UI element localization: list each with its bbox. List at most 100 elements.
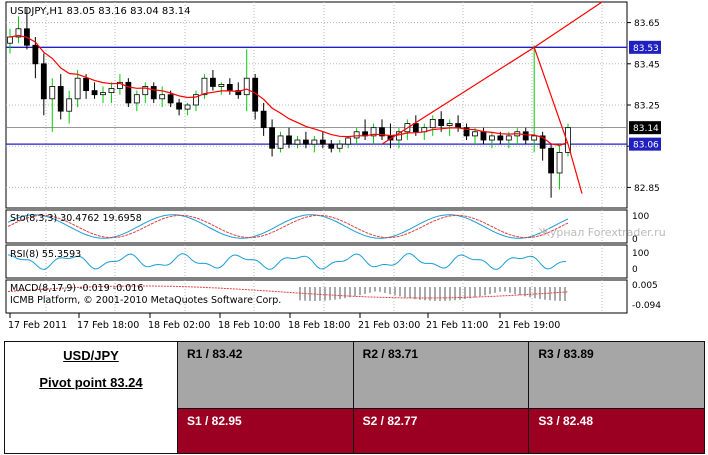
candle-body — [193, 94, 199, 106]
candle-body — [319, 139, 326, 145]
watermark: Журнал Forextrader.ru — [538, 226, 666, 239]
candle — [66, 90, 73, 124]
price-level-labels: 83.53 83.14 83.06 — [629, 40, 661, 151]
chart-symbol-line: USDJPY,H1 83.05 83.16 83.04 83.14 — [10, 6, 191, 17]
candle-body — [235, 90, 242, 96]
s3-label: S3 / 82.48 — [538, 414, 594, 428]
candle — [83, 74, 89, 99]
candle-body — [210, 77, 216, 87]
rsi-tick-bottom: 0 — [632, 265, 638, 275]
macd-label: MACD(8,17,9) -0.019 -0.016 — [10, 283, 143, 294]
candle-body — [176, 102, 182, 110]
candle-body — [497, 135, 504, 141]
candle-body — [548, 147, 554, 174]
candle-body — [472, 131, 478, 137]
time-tick-label: 21 Feb 11:00 — [426, 320, 488, 331]
candle — [345, 135, 352, 149]
candle-body — [522, 131, 529, 141]
price-level-tag-text: 83.53 — [633, 44, 659, 54]
support-cell-s2: S2 / 82.77 — [352, 408, 530, 454]
candle — [184, 102, 191, 116]
candle-body — [311, 139, 318, 145]
moving-average-line — [9, 34, 569, 147]
candle-body — [142, 86, 149, 96]
candle-body — [531, 135, 538, 141]
stoch-tick-top: 100 — [632, 212, 649, 222]
candle — [379, 119, 385, 141]
candle — [548, 144, 554, 198]
candle-body — [286, 135, 292, 145]
trend-line — [533, 47, 583, 194]
candle-body — [345, 137, 352, 145]
candle-body — [32, 44, 39, 65]
stochastic-signal-line — [7, 214, 569, 239]
candle — [142, 82, 149, 103]
candle-body — [108, 88, 115, 94]
candle — [133, 90, 140, 112]
candle-body — [184, 104, 191, 110]
candle — [150, 82, 157, 103]
time-tick-label: 18 Feb 02:00 — [148, 320, 210, 331]
stochastic-main-line — [7, 214, 569, 239]
candle — [91, 82, 98, 99]
candle — [235, 82, 242, 99]
candle-body — [100, 92, 106, 96]
time-tick-label: 18 Feb 18:00 — [288, 320, 350, 331]
macd-pane[interactable] — [5, 279, 628, 314]
candle-body — [489, 135, 495, 141]
resistance-cell-r2: R2 / 83.71 — [352, 341, 530, 409]
candle-body — [505, 135, 512, 141]
pivot-point-label: Pivot point 83.24 — [39, 375, 143, 390]
price-level-tag: 83.53 — [629, 40, 661, 54]
candle-body — [201, 77, 208, 96]
candle — [336, 140, 343, 153]
r2-label: R2 / 83.71 — [362, 347, 419, 361]
candle-body — [226, 84, 233, 91]
r1-label: R1 / 83.42 — [187, 347, 243, 361]
price-tick-label: 83.25 — [634, 102, 660, 112]
candle-body — [396, 131, 402, 141]
rsi-pane[interactable] — [5, 244, 628, 279]
platform-note: ICMB Platform, © 2001-2010 MetaQuotes So… — [10, 295, 281, 306]
candle — [57, 74, 64, 120]
price-chart[interactable]: USDJPY,H1 83.05 83.16 83.04 83.14 Sto(8,… — [0, 0, 708, 340]
candle — [201, 74, 208, 99]
candle-body — [455, 123, 461, 129]
candle — [176, 98, 182, 116]
candle — [269, 119, 275, 157]
time-tick-label: 17 Feb 18:00 — [77, 320, 139, 331]
indicator-lines — [7, 1, 603, 301]
candle-body — [429, 119, 436, 129]
candle-body — [74, 77, 81, 100]
candle — [463, 123, 470, 141]
r3-label: R3 / 83.89 — [538, 347, 594, 361]
pair-name: USD/JPY — [63, 348, 119, 363]
candle-body — [539, 135, 546, 149]
price-level-tag-bg — [629, 40, 661, 54]
candle-body — [15, 28, 22, 38]
candle — [522, 127, 529, 145]
candle — [49, 78, 56, 132]
price-level-tag-text: 83.06 — [633, 141, 659, 151]
candle-body — [91, 90, 98, 96]
candle-body — [328, 143, 335, 149]
candle — [286, 127, 292, 149]
rsi-line — [7, 253, 567, 271]
candle — [319, 131, 326, 149]
time-tick-label: 17 Feb 2011 — [8, 320, 67, 331]
resistance-cell-r1: R1 / 83.42 — [177, 341, 354, 409]
price-tick-label: 82.85 — [634, 184, 660, 194]
time-tick-label: 18 Feb 10:00 — [218, 320, 280, 331]
candle-body — [336, 143, 343, 149]
price-pane[interactable] — [5, 1, 628, 209]
candle-body — [379, 127, 385, 137]
candle-body — [294, 139, 301, 145]
candle — [108, 82, 115, 103]
candle — [396, 127, 402, 149]
candle-body — [480, 131, 487, 141]
stoch-label: Sto(8,3,3) 30.4762 19.6958 — [10, 213, 142, 224]
candle — [7, 28, 13, 54]
price-level-tag-text: 83.14 — [633, 124, 659, 134]
macd-signal-line — [7, 285, 569, 299]
time-axis: 17 Feb 2011 17 Feb 18:00 18 Feb 02:00 18 Fe… — [8, 313, 560, 331]
